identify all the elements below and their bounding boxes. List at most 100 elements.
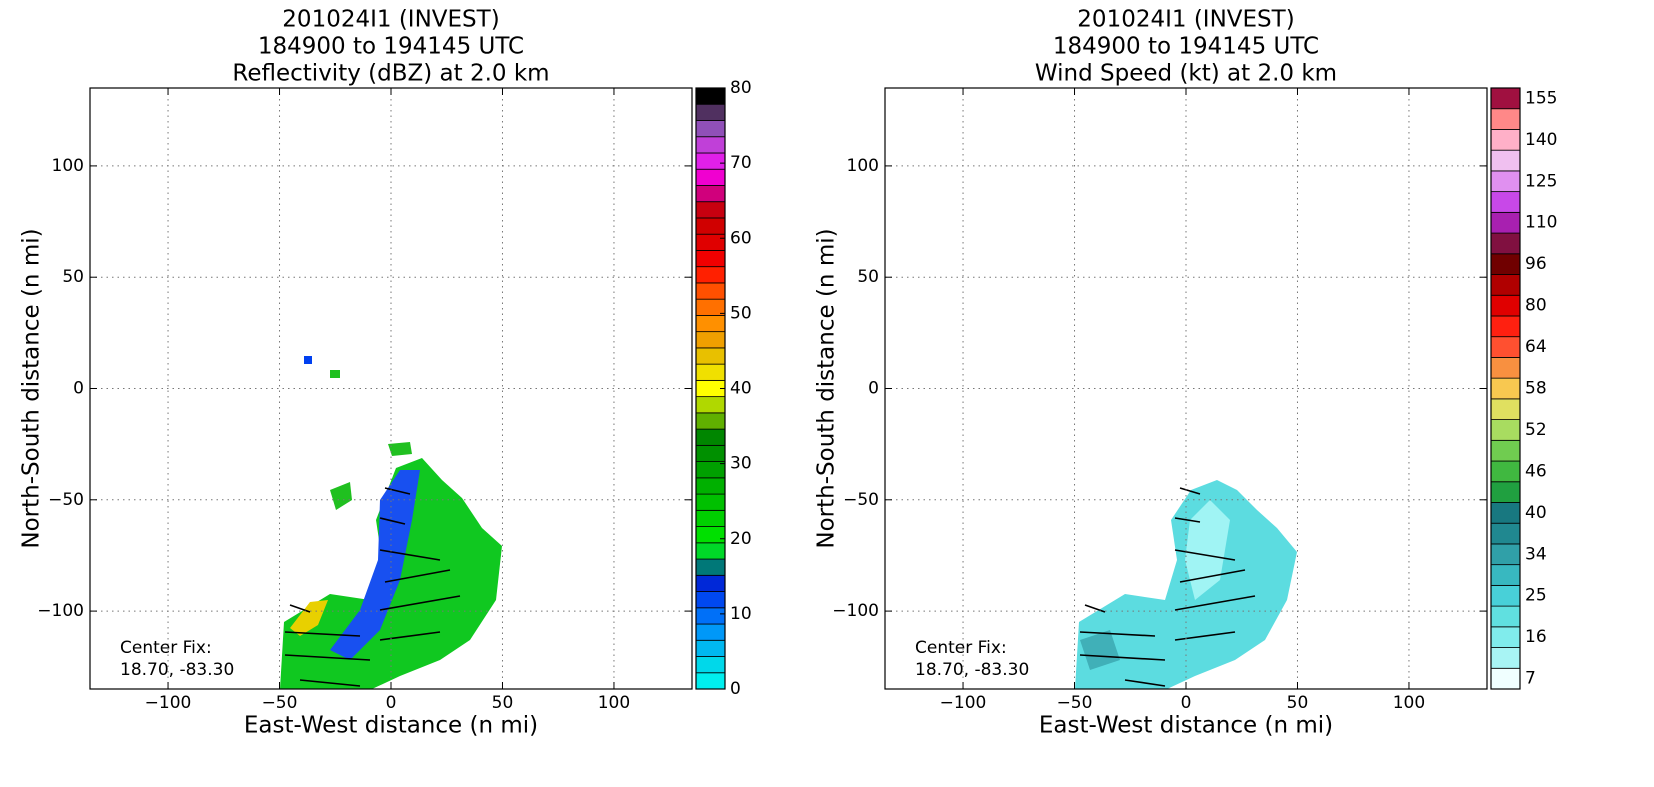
colorbar-segment <box>1490 398 1521 420</box>
colorbar-segment <box>1490 564 1521 586</box>
colorbar-tick-label: 50 <box>730 303 752 323</box>
colorbar-tick-label: 0 <box>730 679 741 699</box>
colorbar-segment <box>1490 253 1521 275</box>
colorbar-tick-label: 96 <box>1525 254 1547 274</box>
annotation: 18.70, -83.30 <box>915 660 1029 680</box>
colorbar-segment <box>695 639 726 657</box>
colorbar-tick-label: 25 <box>1525 586 1547 606</box>
chart-title: 184900 to 194145 UTC <box>1053 34 1319 60</box>
x-tick-label: 0 <box>1181 693 1192 713</box>
colorbar-segment <box>1490 460 1521 483</box>
colorbar-tick-label: 155 <box>1525 88 1557 108</box>
y-tick-label: 50 <box>857 267 879 287</box>
colorbar-segment <box>1490 149 1521 172</box>
colorbar-segment <box>695 558 726 576</box>
y-axis-label: North-South distance (n mi) <box>814 228 840 548</box>
colorbar-segment <box>695 526 726 544</box>
colorbar-segment <box>1490 419 1521 441</box>
colorbar-segment <box>695 282 726 300</box>
colorbar-segment <box>695 412 726 430</box>
colorbar-segment <box>1490 543 1521 566</box>
colorbar-segment <box>695 396 726 414</box>
colorbar-segment <box>1490 170 1521 193</box>
chart-title: Wind Speed (kt) at 2.0 km <box>1035 61 1337 87</box>
colorbar-segment <box>695 266 726 284</box>
y-tick-label: −50 <box>843 490 879 510</box>
colorbar-segment <box>695 591 726 609</box>
colorbar-segment <box>1490 377 1521 400</box>
colorbar-segment <box>695 656 726 674</box>
colorbar-segment <box>695 493 726 511</box>
colorbar-segment <box>695 152 726 170</box>
colorbar-tick-label: 40 <box>1525 503 1547 523</box>
x-tick-label: −100 <box>940 693 987 713</box>
y-axis-label: North-South distance (n mi) <box>19 228 45 548</box>
colorbar-segment <box>695 444 726 462</box>
colorbar-segment <box>695 574 726 592</box>
colorbar-tick-label: 16 <box>1525 627 1547 647</box>
colorbar-segment <box>695 623 726 641</box>
colorbar-tick-label: 125 <box>1525 171 1557 191</box>
colorbar-tick-label: 46 <box>1525 461 1547 481</box>
y-tick-label: 50 <box>62 267 84 287</box>
chart-title: 201024I1 (INVEST) <box>282 7 499 33</box>
colorbar-segment <box>695 120 726 138</box>
x-tick-label: 100 <box>1393 693 1425 713</box>
y-tick-label: 100 <box>52 156 84 176</box>
colorbar-segment <box>695 347 726 365</box>
x-tick-label: 100 <box>598 693 630 713</box>
annotation: Center Fix: <box>120 638 212 658</box>
colorbar-segment <box>1490 439 1521 462</box>
colorbar-segment <box>695 607 726 625</box>
colorbar-segment <box>1490 502 1521 524</box>
x-tick-label: 0 <box>386 693 397 713</box>
colorbar-tick-label: 140 <box>1525 130 1557 150</box>
colorbar-segment <box>1490 605 1521 628</box>
colorbar-segment <box>695 331 726 349</box>
annotation: 18.70, -83.30 <box>120 660 234 680</box>
colorbar-segment <box>695 315 726 333</box>
colorbar-tick-label: 80 <box>730 78 752 98</box>
colorbar-tick-label: 40 <box>730 379 752 399</box>
colorbar-tick-label: 20 <box>730 529 752 549</box>
y-tick-label: −100 <box>832 601 879 621</box>
colorbar-tick-label: 34 <box>1525 544 1547 564</box>
colorbar-segment <box>1490 667 1521 690</box>
colorbar-segment <box>1490 522 1521 545</box>
chart-title: 184900 to 194145 UTC <box>258 34 524 60</box>
colorbar-segment <box>695 233 726 251</box>
colorbar-segment <box>695 185 726 203</box>
colorbar-tick-label: 110 <box>1525 213 1557 233</box>
colorbar-tick-label: 58 <box>1525 379 1547 399</box>
colorbar-segment <box>1490 357 1521 379</box>
y-tick-label: −50 <box>48 490 84 510</box>
colorbar-segment <box>1490 129 1521 151</box>
colorbar-segment <box>1490 274 1521 296</box>
colorbar-segment <box>1490 232 1521 255</box>
colorbar-segment <box>1490 647 1521 669</box>
colorbar-segment <box>695 201 726 219</box>
colorbar-tick-label: 30 <box>730 454 752 474</box>
colorbar-segment <box>1490 336 1521 358</box>
plot-frame <box>89 87 693 690</box>
x-axis-label: East-West distance (n mi) <box>244 713 538 739</box>
wind-barbs <box>284 487 1256 687</box>
colorbar-segment <box>695 136 726 154</box>
x-tick-label: 50 <box>1287 693 1309 713</box>
colorbar-tick-label: 10 <box>730 604 752 624</box>
colorbar-segment <box>695 477 726 495</box>
colorbar-segment <box>1490 481 1521 503</box>
y-tick-label: −100 <box>37 601 84 621</box>
colorbar-segment <box>695 542 726 560</box>
colorbar-segment <box>695 672 726 690</box>
colorbar-segment <box>695 250 726 268</box>
chart-title: 201024I1 (INVEST) <box>1077 7 1294 33</box>
x-tick-label: −50 <box>262 693 298 713</box>
colorbar-segment <box>1490 211 1521 234</box>
colorbar-segment <box>695 509 726 527</box>
colorbar-segment <box>1490 584 1521 607</box>
annotation: Center Fix: <box>915 638 1007 658</box>
y-tick-label: 100 <box>847 156 879 176</box>
colorbar-segment <box>695 363 726 381</box>
colorbar-segment <box>1490 87 1521 110</box>
